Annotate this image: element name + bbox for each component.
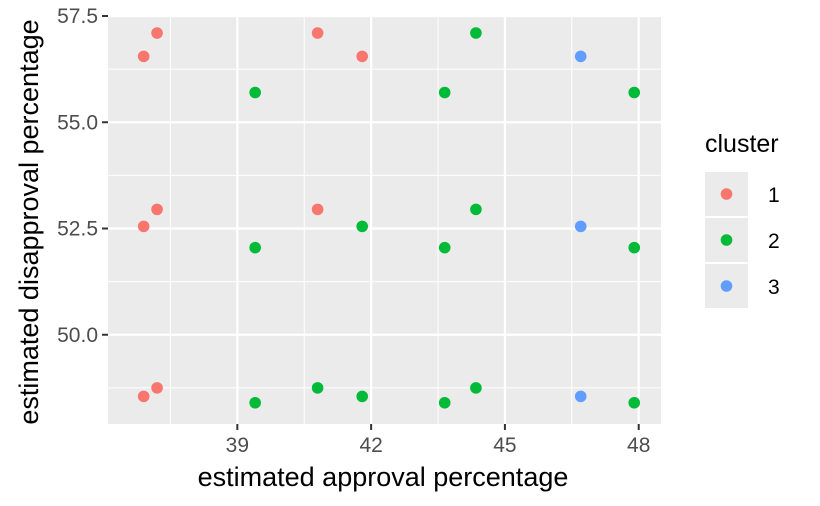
x-axis: 39 42 45 48 — [226, 424, 650, 457]
point-cluster-1 — [356, 50, 369, 63]
legend-title: cluster — [705, 130, 779, 158]
point-cluster-3 — [574, 50, 587, 63]
point-cluster-3 — [574, 390, 587, 403]
data-points — [137, 27, 641, 409]
point-cluster-2 — [628, 241, 641, 254]
point-cluster-1 — [311, 27, 324, 39]
point-cluster-2 — [438, 396, 451, 409]
point-cluster-3 — [574, 220, 587, 233]
plot-panel — [108, 16, 661, 424]
point-cluster-1 — [137, 50, 150, 63]
point-cluster-2 — [249, 396, 261, 409]
y-tick-label: 50.0 — [57, 324, 98, 347]
legend: cluster 1 2 3 — [705, 130, 780, 308]
legend-swatch-1 — [720, 188, 733, 200]
legend-swatch-3 — [720, 280, 733, 292]
point-cluster-2 — [249, 241, 261, 254]
legend-swatch-2 — [720, 234, 733, 246]
point-cluster-2 — [628, 396, 641, 409]
x-tick-label: 48 — [627, 434, 650, 457]
x-tick-label: 45 — [493, 434, 516, 457]
y-axis: 50.0 52.5 55.0 57.5 — [57, 5, 108, 347]
point-cluster-2 — [470, 203, 482, 216]
legend-label-1: 1 — [768, 184, 780, 207]
y-tick-label: 52.5 — [57, 218, 98, 241]
point-cluster-2 — [628, 86, 641, 99]
minor-gridlines — [108, 16, 661, 424]
y-axis-title: estimated disapproval percentage — [14, 19, 44, 424]
point-cluster-2 — [356, 220, 369, 233]
point-cluster-1 — [311, 203, 324, 216]
point-cluster-1 — [137, 220, 150, 233]
x-tick-label: 39 — [226, 434, 249, 457]
major-gridlines — [108, 14, 661, 424]
point-cluster-2 — [249, 86, 261, 99]
legend-label-2: 2 — [768, 230, 780, 253]
y-tick-label: 55.0 — [57, 111, 98, 134]
point-cluster-2 — [470, 382, 482, 394]
y-tick-label: 57.5 — [57, 5, 98, 28]
point-cluster-2 — [311, 382, 324, 394]
point-cluster-2 — [356, 390, 369, 403]
legend-label-3: 3 — [768, 276, 780, 299]
point-cluster-1 — [151, 203, 163, 216]
x-tick-label: 42 — [359, 434, 382, 457]
x-axis-title: estimated approval percentage — [198, 462, 569, 492]
point-cluster-1 — [151, 382, 163, 394]
point-cluster-1 — [137, 390, 150, 403]
point-cluster-2 — [438, 86, 451, 99]
point-cluster-1 — [151, 27, 163, 39]
point-cluster-2 — [470, 27, 482, 39]
point-cluster-2 — [438, 241, 451, 254]
